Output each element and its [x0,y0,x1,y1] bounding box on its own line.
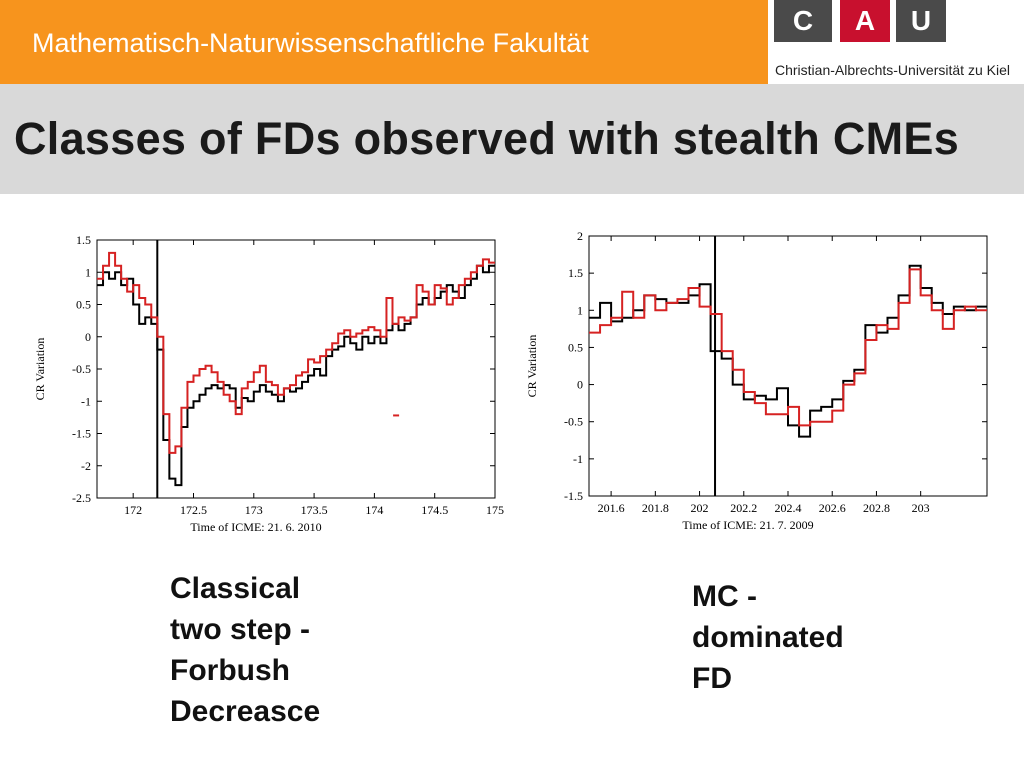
logo-letter-a: A [840,0,890,42]
x-tick-label: 202.2 [730,501,757,515]
x-tick-label: 201.8 [642,501,669,515]
y-tick-label: 1 [85,265,91,279]
x-tick-label: 173.5 [301,503,328,517]
caption-left-line-2: two step - [170,613,310,646]
y-tick-label: 0 [85,330,91,344]
x-tick-label: 174 [365,503,383,517]
chart-right-fd-2009: 201.6 201.8 202 202.2 202.4 202.6 202.8 203 2 1.5… [525,229,988,532]
y-axis-label: CR Variation [33,338,47,401]
caption-left-line-4: Decreasce [170,695,321,728]
y-axis-label: CR Variation [525,335,539,398]
logo-letter-u: U [896,0,946,42]
logo-letter-c: C [774,0,832,42]
y-tick-label: 2 [577,229,583,243]
series-line-red [97,251,495,454]
y-tick-label: -0.5 [564,415,583,429]
x-axis-label: Time of ICME: 21. 7. 2009 [682,518,813,532]
y-tick-label: 1.5 [568,266,583,280]
x-tick-label: 202.6 [819,501,846,515]
x-tick-label: 174.5 [421,503,448,517]
y-tick-label: -1.5 [72,427,91,441]
x-tick-label: 201.6 [598,501,625,515]
x-tick-label: 172.5 [180,503,207,517]
slide-title: Classes of FDs observed with stealth CME… [14,113,960,164]
header-bar [0,0,768,84]
title-band [0,84,1024,194]
plot-frame [588,235,988,497]
y-tick-label: 1.5 [76,233,91,247]
x-tick-label: 173 [245,503,263,517]
chart-left-fd-2010: 172 172.5 173 173.5 174 174.5 175 1.5 1 0.5 0 -0.5 -… [33,233,504,534]
y-tick-label: 0.5 [568,340,583,354]
caption-right: MC - dominated FD [692,576,844,699]
x-tick-label: 202.4 [775,501,802,515]
y-tick-label: 0 [577,378,583,392]
y-tick-label: 1 [577,303,583,317]
caption-right-line-2: dominated [692,621,844,654]
y-tick-label: -2.5 [72,491,91,505]
x-tick-label: 172 [124,503,142,517]
university-name: Christian-Albrechts-Universität zu Kiel [775,62,1010,78]
caption-left: Classical two step - Forbush Decreasce [170,568,320,732]
x-tick-label: 202.8 [863,501,890,515]
caption-left-line-1: Classical [170,572,301,605]
y-tick-label: 0.5 [76,298,91,312]
x-axis-label: Time of ICME: 21. 6. 2010 [190,520,321,534]
caption-right-line-1: MC - [692,580,757,613]
y-tick-label: -2 [81,459,91,473]
x-tick-label: 202 [691,501,709,515]
faculty-name: Mathematisch-Naturwissenschaftliche Faku… [32,28,589,58]
caption-left-line-3: Forbush [170,654,290,687]
x-tick-label: 175 [486,503,504,517]
x-tick-label: 203 [912,501,930,515]
y-tick-label: -0.5 [72,362,91,376]
series-line-red [589,268,987,427]
y-tick-label: -1 [573,452,583,466]
caption-right-line-3: FD [692,662,732,695]
y-tick-label: -1.5 [564,489,583,503]
y-tick-label: -1 [81,394,91,408]
